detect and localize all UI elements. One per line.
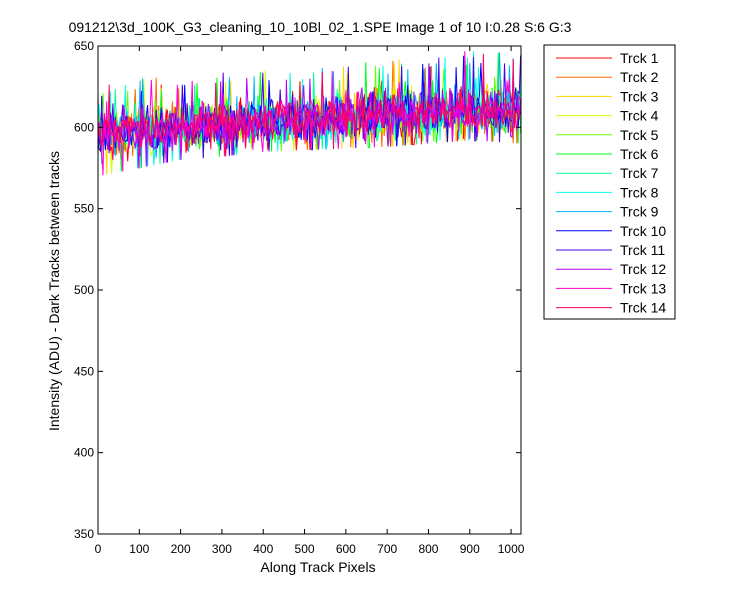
y-axis-ticks: 350 400 450 500 550 600 650 bbox=[74, 39, 521, 541]
chart-title: 091212\3d_100K_G3_cleaning_10_10Bl_02_1.… bbox=[69, 19, 572, 35]
y-tick-label: 600 bbox=[74, 120, 94, 134]
y-tick-label: 350 bbox=[74, 527, 94, 541]
x-tick-label: 400 bbox=[253, 542, 273, 556]
legend-entry-label: Trck 13 bbox=[620, 280, 666, 296]
legend-entry-label: Trck 9 bbox=[620, 204, 659, 220]
x-tick-label: 500 bbox=[295, 542, 315, 556]
series-layer bbox=[97, 51, 522, 176]
legend-entry-label: Trck 4 bbox=[620, 108, 659, 124]
plot-area bbox=[97, 45, 522, 535]
series-line bbox=[97, 51, 522, 176]
legend-entry-label: Trck 11 bbox=[620, 242, 665, 258]
legend: Trck 1 Trck 2 Trck 3 Trck 4 Trck 5 Trck 6 Trck… bbox=[543, 44, 676, 320]
x-tick-label: 200 bbox=[171, 542, 191, 556]
legend-entry-label: Trck 7 bbox=[620, 165, 659, 181]
legend-items: Trck 1 Trck 2 Trck 3 Trck 4 Trck 5 Trck 6 Trck… bbox=[556, 50, 666, 316]
x-tick-label: 700 bbox=[377, 542, 397, 556]
x-axis-label: Along Track Pixels bbox=[260, 559, 375, 575]
y-tick-label: 550 bbox=[74, 202, 94, 216]
y-tick-label: 400 bbox=[74, 446, 94, 460]
x-tick-label: 900 bbox=[460, 542, 480, 556]
x-tick-label: 100 bbox=[129, 542, 149, 556]
y-tick-label: 650 bbox=[74, 39, 94, 53]
legend-entry-label: Trck 10 bbox=[620, 223, 666, 239]
series-line bbox=[97, 53, 522, 161]
y-tick-label: 450 bbox=[74, 364, 94, 378]
x-tick-label: 1000 bbox=[498, 542, 525, 556]
legend-box bbox=[543, 44, 676, 320]
legend-entry-label: Trck 8 bbox=[620, 184, 659, 200]
x-tick-label: 300 bbox=[212, 542, 232, 556]
y-tick-label: 500 bbox=[74, 283, 94, 297]
legend-entry-label: Trck 3 bbox=[620, 88, 659, 104]
x-tick-label: 600 bbox=[336, 542, 356, 556]
legend-entry-label: Trck 6 bbox=[620, 146, 659, 162]
legend-entry-label: Trck 14 bbox=[620, 300, 666, 316]
legend-entry-label: Trck 5 bbox=[620, 127, 659, 143]
legend-entry-label: Trck 1 bbox=[620, 50, 659, 66]
x-tick-label: 0 bbox=[95, 542, 102, 556]
x-axis-ticks: 0 100 200 300 400 500 600 700 800 900 1000 bbox=[95, 46, 525, 556]
y-axis-label: Intensity (ADU) - Dark Tracks between tr… bbox=[46, 151, 62, 431]
x-tick-label: 800 bbox=[418, 542, 438, 556]
legend-entry-label: Trck 12 bbox=[620, 261, 666, 277]
legend-entry-label: Trck 2 bbox=[620, 69, 659, 85]
